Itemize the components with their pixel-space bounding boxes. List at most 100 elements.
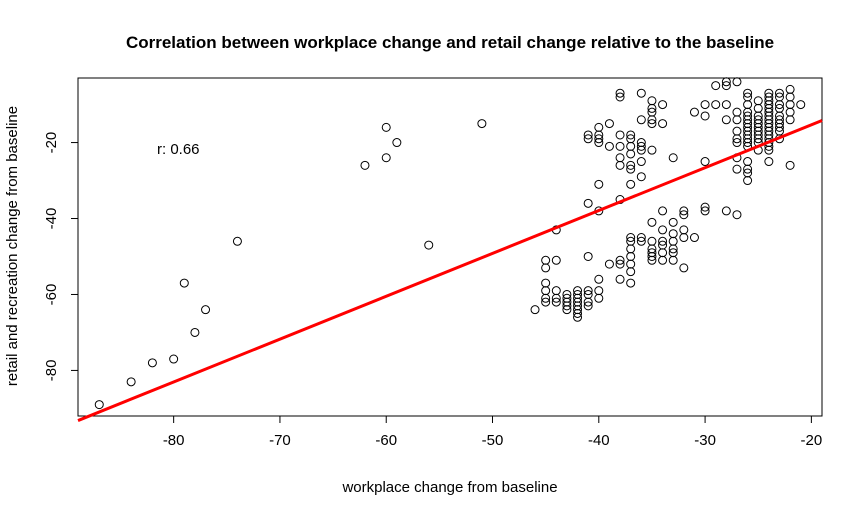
y-tick-label: -60 bbox=[43, 284, 60, 306]
data-point bbox=[626, 160, 636, 170]
data-point bbox=[732, 210, 742, 220]
y-tick-label: -80 bbox=[43, 360, 60, 382]
data-point bbox=[551, 286, 561, 296]
data-point bbox=[594, 134, 604, 144]
data-point bbox=[541, 293, 551, 303]
data-point bbox=[636, 233, 646, 243]
data-point bbox=[636, 115, 646, 125]
data-point bbox=[530, 305, 540, 315]
data-point bbox=[615, 160, 625, 170]
data-point bbox=[190, 327, 200, 337]
data-point bbox=[541, 278, 551, 288]
data-point bbox=[647, 119, 657, 129]
data-point bbox=[743, 100, 753, 110]
data-point bbox=[668, 236, 678, 246]
data-point bbox=[647, 251, 657, 261]
y-axis-label: retail and recreation change from baseli… bbox=[4, 106, 21, 386]
x-axis-label: workplace change from baseline bbox=[341, 479, 557, 496]
data-point bbox=[541, 263, 551, 273]
data-point bbox=[573, 308, 583, 318]
data-point bbox=[785, 107, 795, 117]
data-point bbox=[743, 176, 753, 186]
correlation-annotation: r: 0.66 bbox=[157, 141, 200, 158]
data-point bbox=[700, 202, 710, 212]
data-point bbox=[711, 100, 721, 110]
x-axis: -80 -70 -60 -50 -40 -30 -20 bbox=[163, 416, 822, 449]
data-point bbox=[785, 115, 795, 125]
data-point bbox=[551, 255, 561, 265]
data-point bbox=[636, 157, 646, 167]
data-point bbox=[721, 77, 731, 87]
data-point bbox=[94, 400, 104, 410]
data-point bbox=[626, 267, 636, 277]
y-tick-label: -40 bbox=[43, 208, 60, 230]
data-point bbox=[594, 286, 604, 296]
regression-line bbox=[77, 119, 823, 422]
data-point bbox=[201, 305, 211, 315]
data-point bbox=[785, 92, 795, 102]
data-point bbox=[658, 236, 668, 246]
data-point bbox=[647, 236, 657, 246]
data-point bbox=[583, 130, 593, 140]
data-point bbox=[626, 141, 636, 151]
data-point bbox=[764, 145, 774, 155]
data-point bbox=[594, 179, 604, 189]
data-point bbox=[179, 278, 189, 288]
x-tick-label: -60 bbox=[375, 432, 397, 449]
data-point bbox=[615, 130, 625, 140]
data-point bbox=[679, 225, 689, 235]
data-point bbox=[774, 88, 784, 98]
data-point bbox=[604, 141, 614, 151]
data-point bbox=[604, 119, 614, 129]
data-point bbox=[594, 274, 604, 284]
y-tick-label: -20 bbox=[43, 132, 60, 154]
data-point bbox=[700, 206, 710, 216]
data-point bbox=[658, 100, 668, 110]
x-tick-label: -20 bbox=[801, 432, 823, 449]
data-point bbox=[583, 297, 593, 307]
data-point bbox=[583, 198, 593, 208]
data-point bbox=[147, 358, 157, 368]
data-point bbox=[615, 92, 625, 102]
data-point bbox=[732, 107, 742, 117]
data-point bbox=[615, 255, 625, 265]
data-point bbox=[689, 233, 699, 243]
data-point bbox=[562, 301, 572, 311]
data-point bbox=[541, 255, 551, 265]
data-point bbox=[700, 157, 710, 167]
data-point bbox=[583, 301, 593, 311]
data-point bbox=[551, 297, 561, 307]
data-point bbox=[424, 240, 434, 250]
data-point bbox=[594, 138, 604, 148]
data-point bbox=[615, 274, 625, 284]
data-point bbox=[392, 138, 402, 148]
data-point bbox=[626, 179, 636, 189]
data-point bbox=[700, 111, 710, 121]
data-point bbox=[658, 206, 668, 216]
data-point bbox=[615, 141, 625, 151]
data-point bbox=[732, 164, 742, 174]
data-point bbox=[126, 377, 136, 387]
data-point bbox=[541, 297, 551, 307]
x-tick-label: -50 bbox=[482, 432, 504, 449]
data-point bbox=[626, 130, 636, 140]
data-point bbox=[679, 263, 689, 273]
data-point bbox=[626, 278, 636, 288]
data-point bbox=[753, 134, 763, 144]
data-point bbox=[785, 84, 795, 94]
data-point bbox=[774, 100, 784, 110]
data-point bbox=[594, 293, 604, 303]
data-point bbox=[743, 157, 753, 167]
data-point bbox=[732, 134, 742, 144]
data-point bbox=[573, 312, 583, 322]
data-point bbox=[743, 88, 753, 98]
data-point bbox=[774, 122, 784, 132]
data-point bbox=[732, 115, 742, 125]
data-point bbox=[615, 153, 625, 163]
data-point bbox=[732, 77, 742, 87]
data-point bbox=[658, 119, 668, 129]
data-point bbox=[626, 251, 636, 261]
data-point bbox=[636, 236, 646, 246]
data-point bbox=[477, 119, 487, 129]
